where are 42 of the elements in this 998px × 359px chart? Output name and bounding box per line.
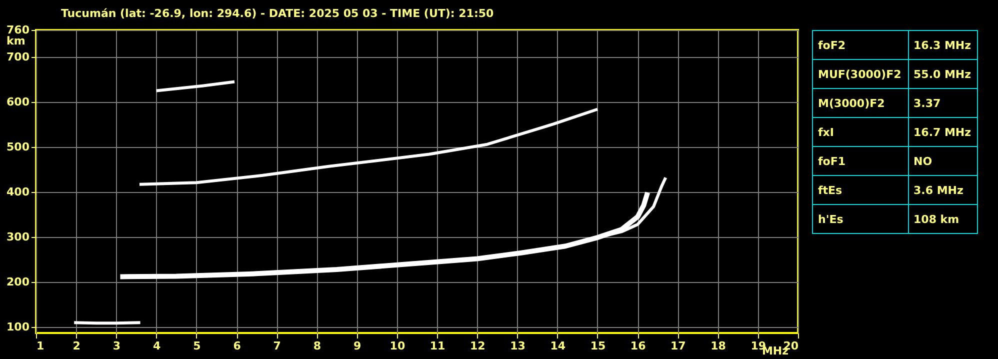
y-tick-label: 700 — [6, 50, 30, 64]
y-axis-title: km — [6, 34, 26, 48]
x-tick-label: 14 — [550, 340, 566, 352]
y-tick-label: 600 — [6, 96, 30, 109]
x-tick-label: 1 — [36, 340, 44, 352]
x-tick-label: 8 — [313, 340, 322, 352]
x-tick-label: 7 — [273, 340, 281, 352]
y-tick-label: 500 — [6, 140, 30, 154]
x-tick-label: 17 — [670, 340, 686, 352]
text: 16.3 MHz — [908, 30, 978, 60]
text: fxI — [812, 118, 908, 146]
chart-title: Tucumán (lat: -26.9, lon: 294.6) - DATE: 2025 05 03 - TIME (UT): 21:50 — [61, 7, 494, 20]
x-tick-label: 15 — [590, 340, 606, 352]
text: M(3000)F2 — [812, 88, 908, 118]
text: ftEs — [812, 176, 908, 204]
x-tick-label: 2 — [72, 340, 80, 352]
x-tick-label: 5 — [193, 340, 201, 352]
x-tick-label: 6 — [233, 340, 242, 352]
x-tick-label: 11 — [430, 340, 446, 352]
x-tick-label: 13 — [510, 340, 526, 352]
text: MUF(3000)F2 — [812, 60, 908, 88]
y-tick-label: 760 — [6, 24, 30, 36]
text: 55.0 MHz — [908, 60, 978, 88]
y-tick-label: 200 — [6, 276, 30, 289]
text: 3.6 MHz — [908, 176, 978, 204]
text: h'Es — [812, 204, 908, 234]
y-tick-label: 100 — [6, 320, 30, 334]
x-tick-label: 16 — [630, 340, 646, 352]
x-tick-label: 9 — [354, 340, 362, 352]
text: NO — [908, 146, 978, 176]
text: 3.37 — [908, 88, 978, 118]
x-tick-label: 10 — [390, 340, 406, 352]
x-tick-label: 4 — [152, 340, 161, 352]
text: 108 km — [908, 204, 978, 234]
y-tick-label: 300 — [6, 230, 30, 244]
x-tick-label: 12 — [470, 340, 486, 352]
x-tick-label: 3 — [112, 340, 121, 352]
text: foF2 — [812, 30, 908, 60]
x-tick-label: 18 — [710, 340, 726, 352]
text: foF1 — [812, 146, 908, 176]
text: 16.7 MHz — [908, 118, 978, 146]
y-tick-label: 400 — [6, 186, 30, 199]
